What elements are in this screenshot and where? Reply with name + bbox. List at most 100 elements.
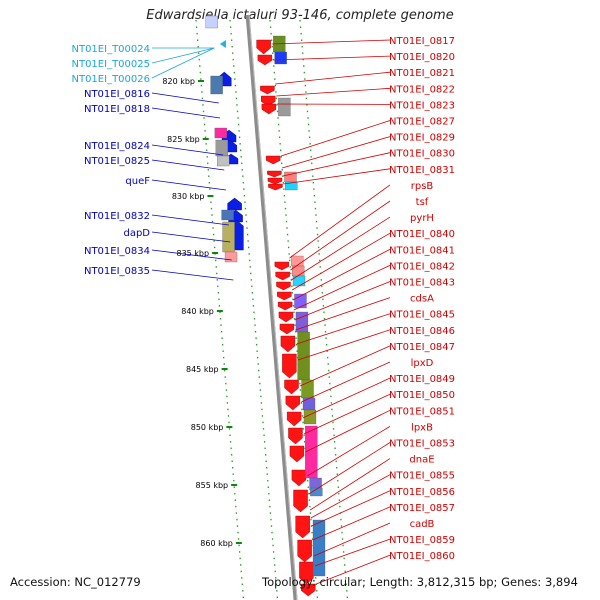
left-gene-label: NT01EI_0825 (84, 156, 150, 167)
right-label-leader (290, 200, 391, 271)
reverse-gene-arrow (260, 85, 275, 95)
reverse-gene-arrow (257, 54, 273, 66)
reverse-gene-arrow (277, 291, 292, 301)
right-label-leader (283, 168, 391, 185)
right-label-leader (312, 506, 391, 541)
kbp-tick-label: 850 kbp (191, 423, 224, 432)
reverse-gene-arrow (285, 395, 301, 411)
right-label-leader (273, 55, 391, 61)
reverse-strand-feature-block (278, 97, 291, 117)
left-gene-label: NT01EI_0832 (84, 211, 150, 222)
right-label-leader (302, 377, 391, 419)
reverse-gene-arrow (261, 95, 276, 107)
accession-text: Accession: NC_012779 (10, 575, 141, 589)
right-label-leader (271, 39, 391, 45)
right-gene-label: NT01EI_0851 (389, 406, 455, 417)
kbp-tick-label: 845 kbp (186, 365, 219, 374)
right-gene-label: NT01EI_0823 (389, 100, 455, 111)
left-label-leader (151, 107, 221, 119)
right-label-leader (305, 409, 391, 453)
kbp-tick-label: 855 kbp (196, 481, 229, 490)
right-gene-label: cadB (410, 519, 435, 530)
left-gene-label: NT01EI_0835 (84, 266, 150, 277)
right-label-leader (314, 538, 391, 567)
right-gene-label: NT01EI_0830 (389, 149, 455, 160)
left-gene-label: NT01EI_0834 (84, 246, 150, 257)
left-label-leader (151, 47, 215, 79)
left-gene-label: NT01EI_T00026 (71, 74, 150, 85)
left-label-leader (151, 231, 231, 243)
reverse-gene-arrow (280, 335, 296, 353)
reverse-gene-arrow (288, 427, 303, 445)
forward-strand-feature-block (221, 209, 234, 221)
right-gene-label: NT01EI_0841 (389, 245, 455, 256)
right-label-leader (296, 313, 391, 345)
reverse-gene-arrow (286, 411, 302, 427)
reverse-strand-feature-block (297, 331, 310, 381)
right-gene-label: NT01EI_0849 (389, 374, 455, 385)
forward-strand-feature-block (215, 139, 228, 157)
reverse-strand-feature-block (310, 487, 323, 497)
reverse-gene-arrow (282, 353, 297, 379)
kbp-tick-label: 820 kbp (162, 77, 195, 86)
reverse-gene-arrow (297, 539, 312, 563)
right-gene-label: NT01EI_0846 (389, 326, 455, 337)
reverse-gene-arrow (268, 183, 283, 191)
left-label-leader (151, 214, 229, 226)
kbp-tick-label: 835 kbp (176, 249, 209, 258)
left-label-leader (151, 249, 232, 261)
right-gene-label: NT01EI_0856 (389, 487, 455, 498)
forward-strand-feature-block (222, 221, 235, 253)
right-gene-label: NT01EI_0843 (389, 278, 455, 289)
right-label-leader (311, 490, 391, 527)
right-label-leader (313, 522, 391, 557)
left-gene-label: NT01EI_0818 (84, 104, 150, 115)
reverse-gene-arrow (295, 515, 310, 539)
right-gene-label: tsf (416, 197, 429, 208)
left-gene-label: NT01EI_0824 (84, 141, 150, 152)
kbp-tick-label: 860 kbp (200, 539, 233, 548)
kbp-tick-label: 840 kbp (181, 307, 214, 316)
left-gene-label: NT01EI_0816 (84, 89, 150, 100)
backbone-line (245, 14, 298, 600)
left-label-leader (151, 179, 226, 191)
right-label-leader (289, 184, 391, 259)
right-label-leader (275, 71, 391, 85)
reverse-gene-arrow (275, 271, 290, 281)
right-gene-label: NT01EI_0831 (389, 165, 455, 176)
right-gene-label: NT01EI_0847 (389, 342, 455, 353)
right-label-leader (291, 232, 391, 291)
right-gene-label: NT01EI_0855 (389, 471, 455, 482)
right-gene-label: pyrH (410, 213, 434, 224)
left-gene-label: queF (125, 176, 150, 187)
right-label-leader (276, 87, 391, 97)
reverse-gene-arrow (267, 177, 283, 185)
forward-strand-feature-block (224, 251, 238, 263)
reverse-gene-arrow (299, 561, 314, 585)
right-label-leader (295, 297, 391, 331)
right-label-leader (293, 265, 391, 311)
right-label-leader (294, 281, 391, 321)
right-label-leader (282, 136, 391, 169)
right-gene-label: NT01EI_0853 (389, 439, 455, 450)
forward-strand-feature-block (210, 75, 223, 95)
right-label-leader (297, 329, 391, 361)
reverse-gene-arrow (277, 301, 293, 311)
right-gene-label: NT01EI_0845 (389, 310, 455, 321)
right-label-leader (282, 152, 391, 177)
reverse-gene-arrow (256, 39, 271, 55)
reverse-gene-arrow (261, 103, 277, 115)
left-label-leader (151, 159, 225, 171)
right-gene-label: NT01EI_0820 (389, 52, 455, 63)
right-gene-label: NT01EI_0829 (389, 133, 455, 144)
reverse-gene-arrow (279, 323, 295, 335)
left-gene-label: NT01EI_T00025 (71, 59, 150, 70)
left-gene-label: NT01EI_T00024 (71, 44, 150, 55)
reverse-gene-arrow (301, 583, 316, 597)
reverse-strand-feature-block (302, 397, 316, 411)
reverse-gene-arrow (291, 469, 307, 487)
right-gene-label: lpxB (411, 422, 433, 433)
right-gene-label: NT01EI_0822 (389, 84, 455, 95)
forward-strand-feature-block (214, 127, 228, 139)
